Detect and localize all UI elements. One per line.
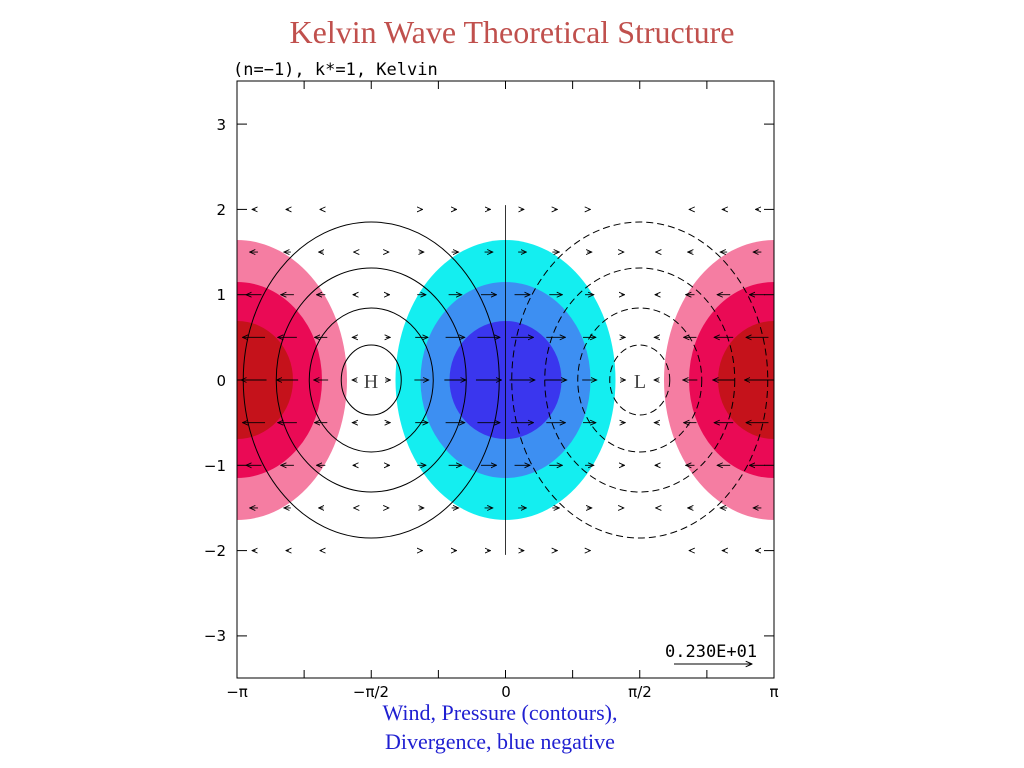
high-pressure-label: H xyxy=(364,371,378,393)
y-tick-label: 3 xyxy=(216,116,226,134)
plot-header: (n=−1), k*=1, Kelvin xyxy=(233,60,438,80)
axis-ticks xyxy=(236,81,775,678)
x-tick-label: π xyxy=(769,683,778,701)
high-pressure-contour xyxy=(308,307,434,453)
y-tick-label: 2 xyxy=(216,201,226,219)
wind-vectors xyxy=(241,209,770,550)
caption-line-1: Wind, Pressure (contours), xyxy=(382,700,618,725)
caption-line-2: Divergence, blue negative xyxy=(385,729,615,754)
low-pressure-contour xyxy=(577,307,703,453)
x-tick-label: π/2 xyxy=(628,683,652,701)
low-pressure-contour xyxy=(544,267,736,493)
y-tick-label: 0 xyxy=(216,372,226,390)
low-pressure-contour xyxy=(609,344,671,416)
y-tick-label: −1 xyxy=(204,457,226,475)
low-pressure-label: L xyxy=(634,371,646,393)
y-tick-label: 1 xyxy=(216,286,226,304)
y-tick-label: −2 xyxy=(204,542,226,560)
high-pressure-contour xyxy=(340,344,402,416)
x-tick-label: −π xyxy=(226,683,248,701)
reference-vector-label: 0.230E+01 xyxy=(665,642,757,662)
y-tick-label: −3 xyxy=(204,627,226,645)
x-tick-label: −π/2 xyxy=(353,683,389,701)
slide-title: Kelvin Wave Theoretical Structure xyxy=(289,14,735,50)
pressure-contours xyxy=(237,205,774,555)
x-tick-label: 0 xyxy=(501,683,511,701)
